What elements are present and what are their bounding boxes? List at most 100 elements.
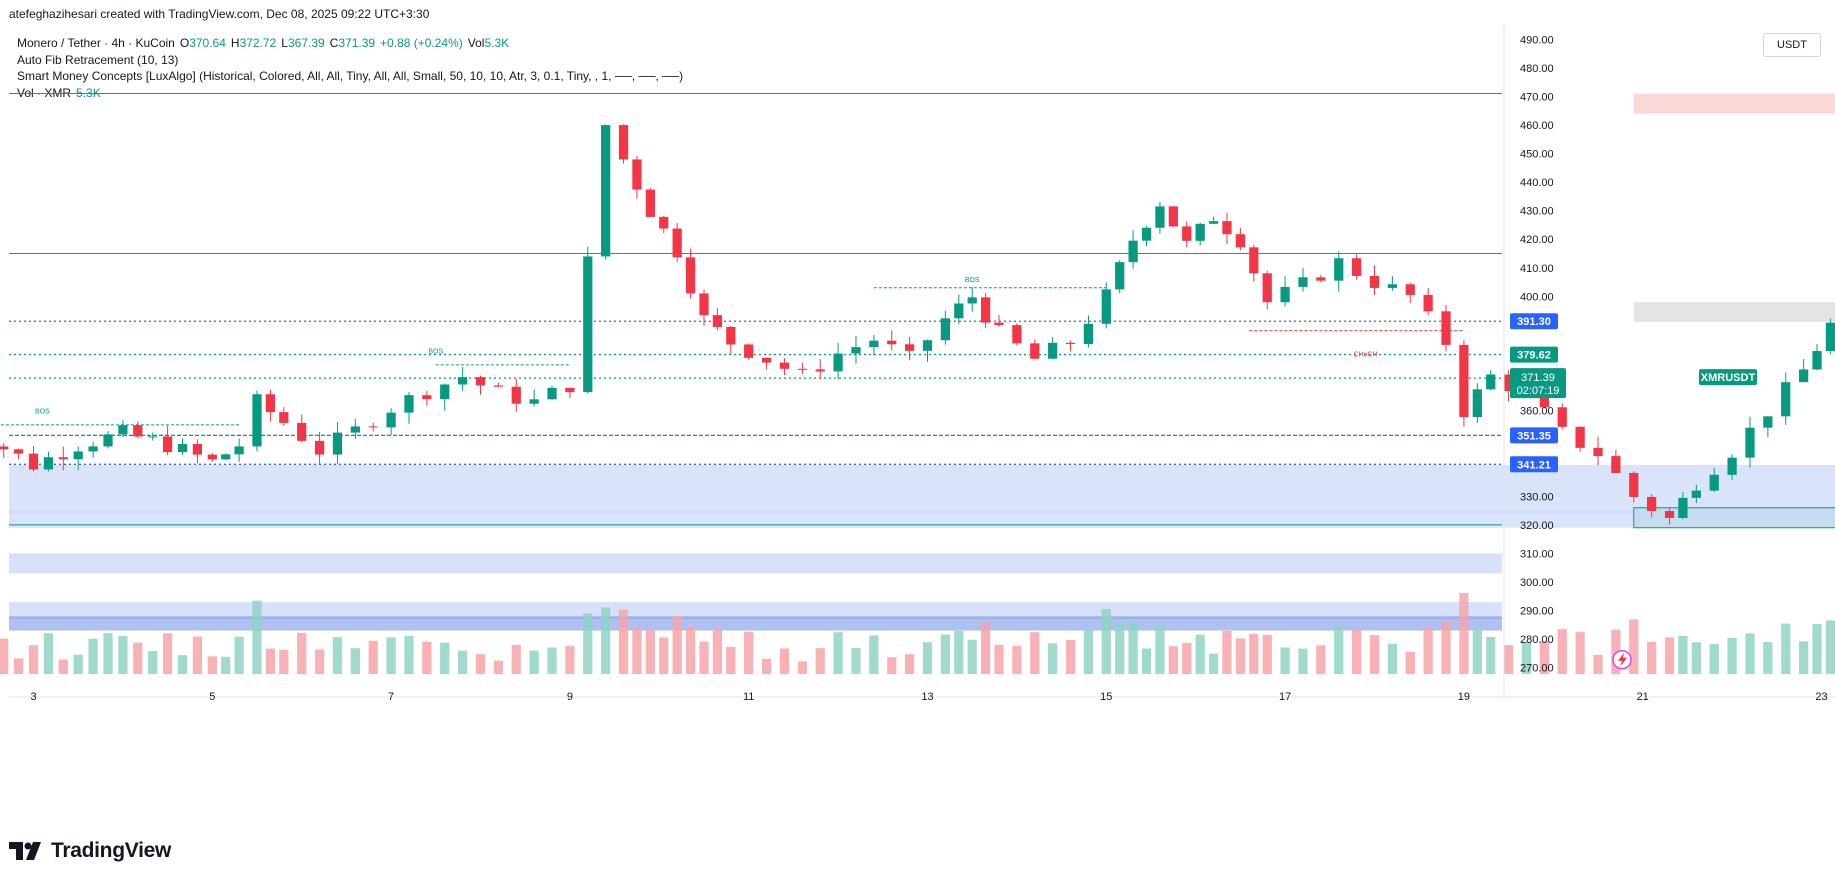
volume-bar [314, 649, 325, 675]
volume-bar [761, 658, 772, 675]
legend-ohlc-row: Monero / Tether · 4h · KuCoin O370.64 H3… [17, 35, 683, 52]
candle-body [618, 125, 629, 160]
candle-body [1222, 221, 1232, 235]
volume-bar [659, 637, 669, 675]
volume-bar [207, 656, 217, 675]
legend-close-label: C [329, 36, 339, 50]
candle-body [869, 340, 879, 348]
current-price-text: 371.39 [1521, 372, 1555, 384]
volume-bar [475, 654, 486, 675]
volume-bar [1405, 651, 1415, 675]
volume-bar [744, 631, 754, 675]
volume-bar [565, 645, 575, 675]
volume-bar [1316, 645, 1326, 675]
smc-label-bos: BOS [428, 349, 443, 356]
candle-body [118, 425, 128, 435]
y-tick-label: 410.00 [1520, 263, 1554, 275]
volume-bar [1101, 609, 1111, 675]
volume-bar [162, 633, 173, 675]
tradingview-logo-text: TradingView [51, 839, 172, 862]
volume-bar [493, 660, 503, 675]
volume-bar [905, 654, 915, 675]
candle-body [162, 436, 173, 453]
candle-body [659, 216, 669, 229]
x-tick-label: 21 [1637, 691, 1649, 703]
volume-bar [28, 645, 39, 675]
candle-body [1195, 223, 1205, 241]
volume-bar [13, 658, 24, 675]
volume-bar [133, 642, 143, 675]
candle-body [744, 344, 754, 358]
legend-close-value: 371.39 [338, 36, 376, 50]
volume-bar [1352, 629, 1362, 675]
levels-layer [9, 93, 1502, 526]
volume-bar [1334, 626, 1344, 675]
candle-body [493, 385, 503, 387]
candle-body [954, 303, 964, 319]
volume-bar [440, 642, 450, 675]
candle-body [1048, 342, 1058, 359]
candle-body [1781, 382, 1791, 417]
volume-zone-1 [9, 602, 1502, 620]
volume-bar [350, 648, 360, 675]
legend-symbol[interactable]: Monero / Tether · 4h · KuCoin [17, 36, 175, 50]
legend-indicator-smc[interactable]: Smart Money Concepts [LuxAlgo] (Historic… [17, 69, 684, 84]
volume-bar [1557, 629, 1567, 675]
volume-bar [73, 654, 83, 675]
legend-volume-indicator[interactable]: Vol · XMR [17, 85, 72, 100]
candle-body [221, 454, 231, 460]
candle-body [1709, 474, 1719, 491]
volume-bar [1208, 653, 1219, 675]
candle-body [350, 426, 360, 433]
volume-bar [685, 626, 696, 675]
x-tick-label: 13 [921, 691, 933, 703]
volume-bar [1678, 635, 1688, 675]
candle-body [1441, 311, 1451, 345]
volume-bars-layer [0, 592, 1835, 675]
x-tick-label: 11 [743, 691, 754, 703]
volume-bar [1048, 643, 1058, 675]
volume-bar [1629, 619, 1639, 675]
volume-bar [297, 632, 307, 675]
candle-body [1459, 344, 1469, 418]
volume-bar [148, 651, 158, 675]
price-label-box [1510, 346, 1558, 363]
legend-low-label: L [281, 36, 288, 50]
legend-high-label: H [230, 36, 240, 50]
volume-bar [1012, 645, 1022, 675]
zone-blue-zone-2 [9, 510, 1835, 528]
volume-bar [726, 646, 736, 675]
candle-body [922, 340, 933, 351]
candle-body [511, 386, 521, 404]
volume-bar [1182, 643, 1192, 675]
volume-bar [177, 655, 188, 675]
candle-body [440, 384, 450, 400]
legend-indicator-fib[interactable]: Auto Fib Retracement (10, 13) [17, 52, 179, 67]
candle-body [1405, 284, 1415, 295]
legend-vol-label: Vol [467, 36, 485, 50]
candle-body [297, 422, 307, 441]
candle-body [547, 387, 557, 400]
volume-bar [221, 656, 231, 675]
candle-body [887, 340, 897, 345]
volume-bar [618, 609, 629, 675]
candle-body [1387, 284, 1397, 288]
candle-body [815, 369, 825, 372]
zone-Premium [1633, 93, 1835, 114]
candle-body [28, 453, 39, 470]
volume-bar [1691, 642, 1701, 675]
y-tick-label: 480.00 [1520, 63, 1554, 75]
volume-bar [0, 638, 9, 675]
y-tick-label: 450.00 [1520, 149, 1554, 161]
volume-bar [1664, 637, 1675, 675]
candle-body [1249, 247, 1259, 274]
candle-body [583, 256, 593, 393]
currency-selector[interactable]: USDT [1763, 33, 1821, 57]
candle-body [1472, 389, 1482, 418]
volume-bar [922, 642, 933, 675]
smc-label-bos: BOS [35, 408, 50, 415]
candle-body [601, 125, 611, 257]
legend-low-value: 367.39 [287, 36, 325, 50]
tradingview-logo[interactable]: TradingView [9, 839, 171, 863]
